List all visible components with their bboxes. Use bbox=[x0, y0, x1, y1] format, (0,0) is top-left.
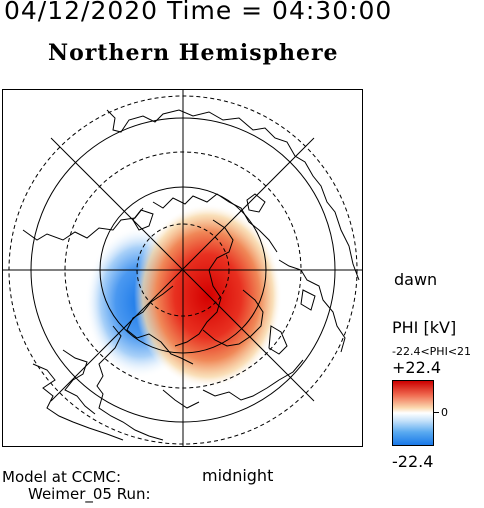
meridian-diagonal-b bbox=[50, 137, 315, 402]
model-line-1: Model at CCMC: bbox=[2, 468, 122, 486]
colorbar-range-text: -22.4<PHI<21 bbox=[392, 345, 472, 358]
colorbar-zero-label: 0 bbox=[441, 406, 448, 419]
colorbar-min-label: -22.4 bbox=[392, 452, 434, 471]
colorbar-zero-tick bbox=[434, 412, 439, 413]
positive-potential-cell bbox=[134, 204, 282, 388]
polar-map bbox=[2, 89, 363, 447]
coastlines bbox=[22, 109, 360, 441]
colorbar-quantity-label: PHI [kV] bbox=[392, 318, 457, 337]
dawn-label: dawn bbox=[394, 270, 438, 289]
colorbar bbox=[392, 380, 434, 446]
model-line-2: Weimer_05 Run: bbox=[28, 485, 151, 503]
midnight-label: midnight bbox=[202, 466, 274, 485]
page-title: 04/12/2020 Time = 04:30:00 bbox=[4, 0, 393, 25]
hemisphere-title: Northern Hemisphere bbox=[48, 40, 339, 66]
polar-plot-svg bbox=[3, 90, 362, 446]
colorbar-max-label: +22.4 bbox=[392, 358, 442, 377]
